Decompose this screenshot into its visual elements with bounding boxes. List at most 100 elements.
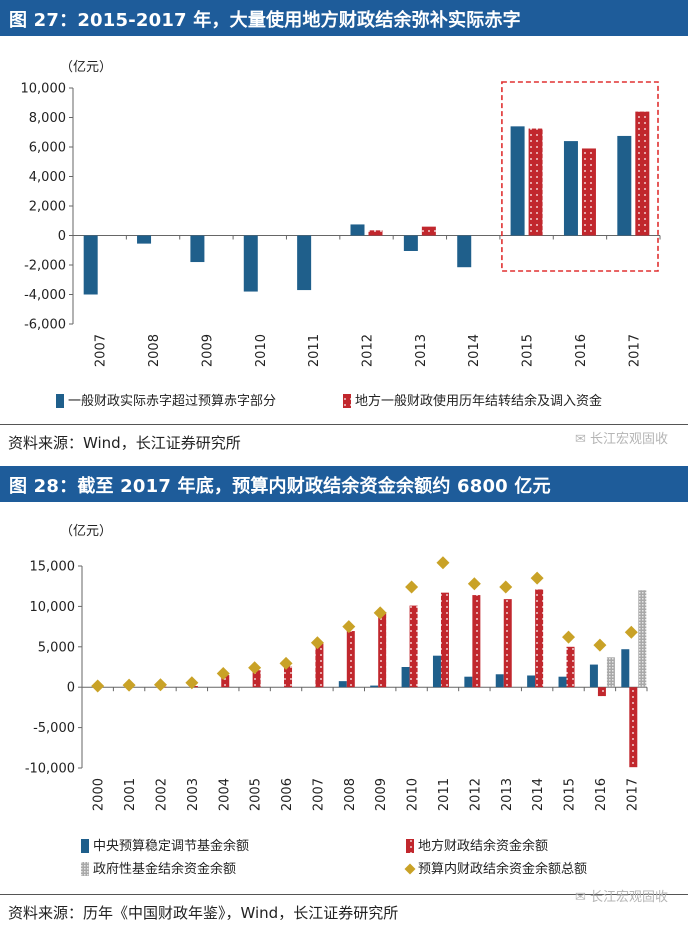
y-tick-label: 10,000: [21, 82, 67, 97]
bar-blue: [83, 235, 98, 295]
bar-red-dotted: [472, 595, 481, 688]
bar-blue: [563, 141, 578, 236]
wechat-icon: ✉: [575, 432, 586, 447]
bar-red-dotted: [581, 148, 596, 236]
x-tick-label: 2007: [94, 334, 109, 367]
legend-swatch-red: [343, 394, 351, 408]
total-marker: [153, 678, 167, 692]
y-axis-unit-label: （亿元）: [60, 524, 112, 539]
figure1-divider: [0, 424, 688, 425]
x-tick-label: 2011: [437, 778, 452, 811]
bar-blue: [190, 235, 205, 263]
bar-red-dotted: [528, 128, 543, 236]
y-tick-label: 4,000: [29, 170, 66, 185]
bar-blue: [137, 235, 152, 244]
x-tick-label: 2017: [625, 778, 640, 811]
y-tick-label: -6,000: [24, 318, 66, 333]
x-tick-label: 2011: [307, 334, 322, 367]
x-tick-label: 2010: [406, 778, 421, 811]
bar-red-dotted: [597, 687, 606, 697]
y-tick-label: -2,000: [24, 259, 66, 274]
x-tick-label: 2009: [374, 778, 389, 811]
x-tick-label: 2013: [500, 778, 515, 811]
x-tick-label: 2006: [280, 778, 295, 811]
bar-blue: [403, 235, 418, 251]
bar-gray-dotted: [606, 657, 615, 688]
total-marker: [405, 580, 419, 594]
x-tick-label: 2000: [92, 778, 107, 811]
legend-label: 政府性基金结余资金余额: [93, 861, 236, 877]
x-tick-label: 2007: [311, 778, 326, 811]
legend-label: 中央预算稳定调节基金余额: [93, 838, 249, 854]
bar-red-dotted: [635, 111, 650, 236]
y-tick-label: 0: [67, 681, 75, 696]
total-marker: [530, 571, 544, 585]
figure1-title-bar: 图 27：2015-2017 年，大量使用地方财政结余弥补实际赤字: [0, 0, 688, 36]
total-marker: [248, 661, 262, 675]
x-tick-label: 2003: [186, 778, 201, 811]
total-marker: [310, 636, 324, 650]
bar-blue: [401, 667, 410, 688]
x-tick-label: 2008: [343, 778, 358, 811]
x-tick-label: 2015: [563, 778, 578, 811]
total-marker: [499, 580, 513, 594]
bar-blue: [338, 681, 347, 688]
bar-blue: [457, 235, 472, 268]
bar-blue: [243, 235, 258, 292]
legend-swatch-blue: [81, 839, 89, 853]
x-tick-label: 2005: [249, 778, 264, 811]
bar-blue: [510, 126, 525, 236]
total-marker: [342, 620, 356, 634]
y-axis-unit-label: （亿元）: [60, 60, 112, 75]
bar-red-dotted: [421, 226, 436, 236]
bar-red-dotted: [315, 643, 324, 688]
x-tick-label: 2013: [414, 334, 429, 367]
total-marker: [593, 638, 607, 652]
total-marker: [373, 606, 387, 620]
figure2-watermark: ✉ 长江宏观固收: [575, 886, 668, 905]
total-marker: [436, 556, 450, 570]
bar-blue: [621, 649, 630, 688]
bar-red-dotted: [440, 592, 449, 688]
total-marker: [279, 656, 293, 670]
y-tick-label: 15,000: [30, 560, 76, 575]
x-tick-label: 2010: [254, 334, 269, 367]
x-tick-label: 2015: [521, 334, 536, 367]
figure2-title: 图 28：截至 2017 年底，预算内财政结余资金余额约 6800 亿元: [9, 476, 551, 497]
total-marker: [562, 630, 576, 644]
chart1: （亿元） 10,000 8,000 6,000 4,000 2,000 0 -2,000 -4,…: [21, 60, 661, 409]
figure1-title: 图 27：2015-2017 年，大量使用地方财政结余弥补实际赤字: [9, 10, 521, 31]
figure2-title-bar: 图 28：截至 2017 年底，预算内财政结余资金余额约 6800 亿元: [0, 466, 688, 502]
wechat-icon: ✉: [575, 890, 586, 905]
legend-label: 预算内财政结余资金余额总额: [418, 861, 587, 877]
total-marker: [91, 679, 105, 693]
figure1-watermark-text: 长江宏观固收: [590, 432, 669, 447]
x-tick-label: 2009: [200, 334, 215, 367]
figure1-source: 资料来源：Wind，长江证券研究所: [8, 434, 241, 452]
bar-red-dotted: [409, 605, 418, 688]
legend-swatch-red: [406, 839, 414, 853]
figure1-watermark: ✉ 长江宏观固收: [575, 428, 668, 447]
bar-red-dotted: [346, 631, 355, 688]
y-tick-label: -10,000: [25, 762, 75, 777]
legend-swatch-gray: [81, 862, 89, 876]
total-marker: [467, 577, 481, 591]
bar-blue: [558, 676, 567, 688]
x-tick-label: 2012: [361, 334, 376, 367]
x-tick-label: 2004: [217, 778, 232, 811]
y-tick-label: 5,000: [38, 640, 75, 655]
highlight-box: [501, 81, 659, 272]
total-marker: [624, 625, 638, 639]
x-tick-label: 2012: [468, 778, 483, 811]
total-marker: [122, 678, 136, 692]
bar-blue: [350, 224, 365, 236]
bar-blue: [297, 235, 312, 291]
bar-red-dotted: [378, 612, 387, 688]
bar-red-dotted: [535, 589, 544, 688]
x-tick-label: 2017: [627, 334, 642, 367]
bar-blue: [527, 675, 536, 688]
x-tick-label: 2001: [123, 778, 138, 811]
y-tick-label: 6,000: [29, 141, 66, 156]
y-tick-label: 0: [58, 229, 66, 244]
bar-red-dotted: [629, 687, 638, 768]
